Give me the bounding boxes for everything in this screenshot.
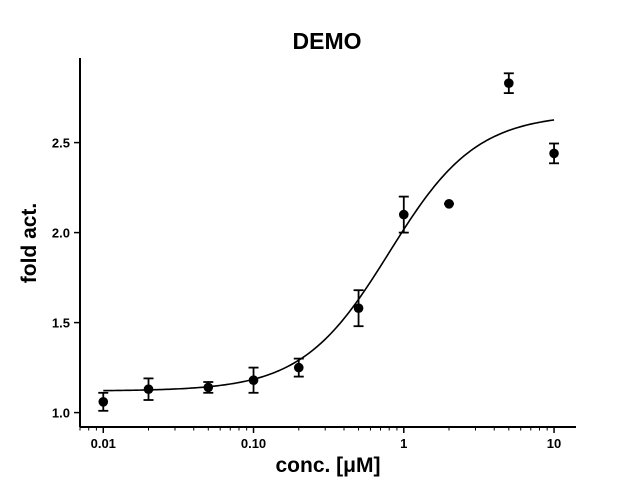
- data-point: [98, 397, 109, 407]
- data-point: [504, 78, 514, 88]
- data-point: [248, 375, 259, 386]
- data-point: [143, 384, 154, 395]
- data-point: [353, 303, 364, 314]
- data-point: [549, 148, 559, 159]
- data-point: [444, 199, 454, 209]
- fit-curve: [103, 119, 555, 392]
- y-tick-label: 2.0: [52, 226, 70, 241]
- x-tick-label: 0.10: [241, 436, 266, 451]
- plot-area: [98, 72, 560, 412]
- data-point: [203, 382, 214, 393]
- x-tick-label: 10: [547, 436, 561, 451]
- y-axis-title: fold act.: [18, 203, 41, 284]
- y-tick-label: 2.5: [52, 136, 70, 151]
- data-point: [293, 362, 304, 373]
- data-point: [398, 209, 409, 220]
- x-tick-label: 0.01: [91, 436, 116, 451]
- x-tick-label: 1: [400, 436, 407, 451]
- y-tick-label: 1.5: [52, 316, 70, 331]
- chart-title: DEMO: [293, 28, 362, 54]
- axes: 1.0 1.5 2.0 2.5 0.01 0.10 1 10: [52, 58, 576, 451]
- x-axis-title: conc. [μM]: [275, 454, 380, 477]
- y-tick-label: 1.0: [52, 406, 70, 421]
